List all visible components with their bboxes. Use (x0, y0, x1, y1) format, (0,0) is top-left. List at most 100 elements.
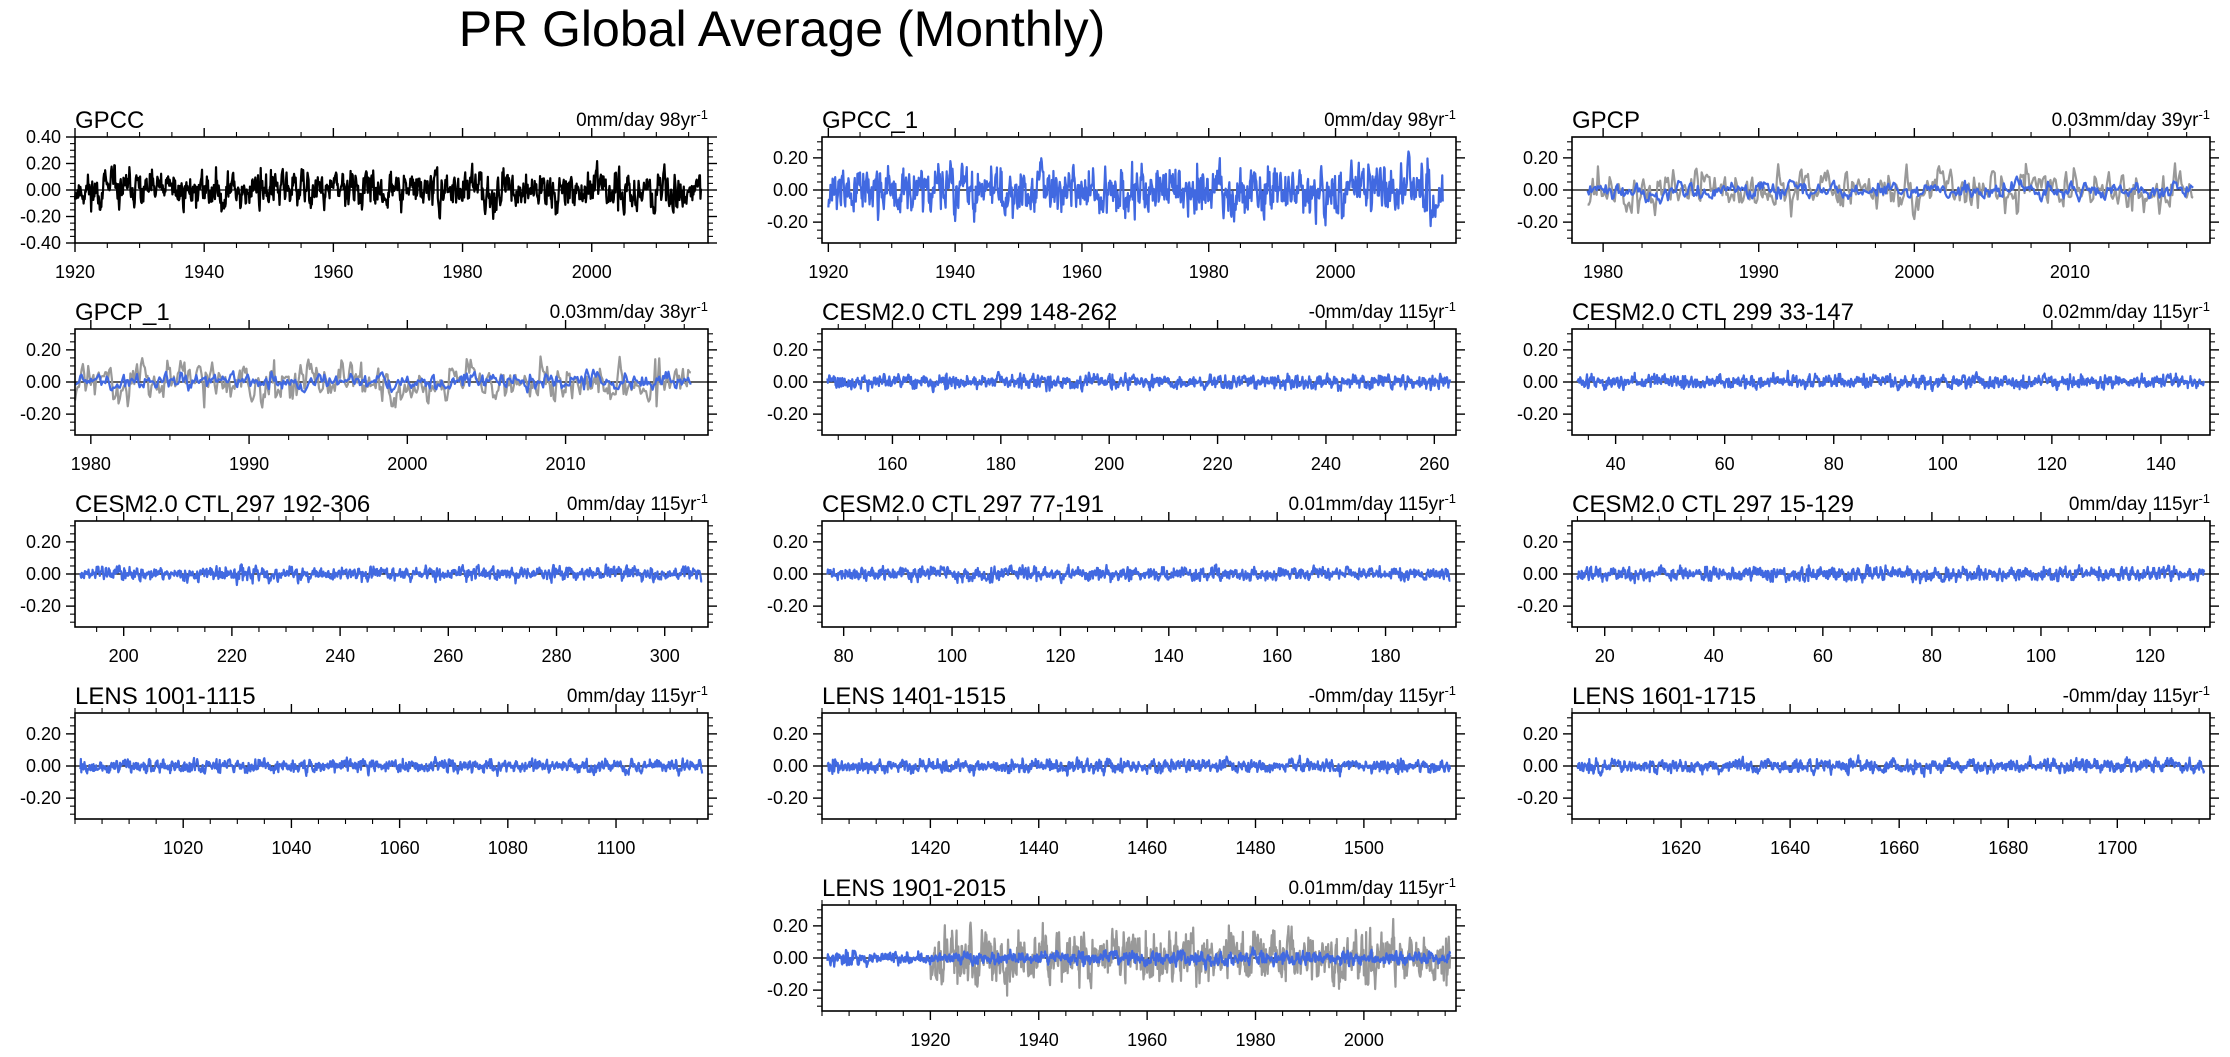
panel-5: CESM2.0 CTL 299 33-147 0.02mm/day 115yr-1… (1517, 299, 2219, 474)
series-line-gpcc-1 (827, 150, 1444, 228)
y-tick-label: -0.20 (767, 596, 808, 616)
panels: GPCC 0mm/day 98yr-1 1920 1940 1960 1980 2000 0.… (20, 107, 2219, 1050)
x-tick-label: 1500 (1344, 838, 1384, 858)
panel-title: CESM2.0 CTL 299 33-147 (1572, 299, 1854, 326)
y-tick-label: -0.20 (20, 788, 61, 808)
panel-trend: -0mm/day 115yr-1 (1309, 299, 1456, 323)
x-tick-label: 1990 (1739, 262, 1779, 282)
x-tick-label: 200 (1094, 454, 1124, 474)
series-line-obs (929, 917, 1452, 997)
x-tick-label: 1940 (1019, 1030, 1059, 1050)
series-line-ctl-299-33-147 (1576, 369, 2205, 393)
y-tick-label: 0.20 (26, 154, 61, 174)
x-tick-label: 1040 (271, 838, 311, 858)
y-tick-label: -0.20 (20, 404, 61, 424)
series-line-lens-1001-1115 (79, 755, 704, 778)
panel-7: CESM2.0 CTL 297 77-191 0.01mm/day 115yr-1… (767, 491, 1465, 666)
panel-trend: 0mm/day 115yr-1 (567, 491, 708, 515)
y-tick-label: 0.20 (1523, 148, 1558, 168)
x-tick-label: 1460 (1127, 838, 1167, 858)
series-line-ctl-297-15-129 (1576, 563, 2206, 585)
panel-3: GPCP_1 0.03mm/day 38yr-1 1980 1990 2000 2010 0… (20, 299, 717, 474)
x-tick-label: 1440 (1019, 838, 1059, 858)
y-tick-label: -0.20 (767, 404, 808, 424)
x-tick-label: 100 (1928, 454, 1958, 474)
x-tick-label: 2000 (1344, 1030, 1384, 1050)
x-tick-label: 240 (325, 646, 355, 666)
x-tick-label: 1920 (808, 262, 848, 282)
y-tick-label: 0.00 (1523, 372, 1558, 392)
y-tick-label: 0.00 (26, 564, 61, 584)
panel-title: GPCC_1 (822, 107, 918, 134)
x-tick-label: 120 (2135, 646, 2165, 666)
panel-trend: 0.01mm/day 115yr-1 (1288, 875, 1456, 899)
y-tick-label: -0.20 (767, 788, 808, 808)
x-tick-label: 1920 (910, 1030, 950, 1050)
x-tick-label: 1960 (1127, 1030, 1167, 1050)
series-line-ctl-297-77-191 (826, 563, 1451, 585)
y-tick-label: -0.20 (767, 980, 808, 1000)
panel-title: LENS 1601-1715 (1572, 683, 1756, 710)
x-tick-label: 220 (217, 646, 247, 666)
x-tick-label: 1940 (935, 262, 975, 282)
x-tick-label: 220 (1203, 454, 1233, 474)
panel-title: GPCC (75, 107, 144, 134)
panel-4: CESM2.0 CTL 299 148-262 -0mm/day 115yr-1 1… (767, 299, 1465, 474)
x-tick-label: 260 (1419, 454, 1449, 474)
x-tick-label: 300 (650, 646, 680, 666)
series-line-ctl-297-192-306 (79, 563, 703, 587)
y-tick-label: 0.40 (26, 127, 61, 147)
panel-trend: 0mm/day 115yr-1 (567, 683, 708, 707)
y-tick-label: 0.00 (1523, 564, 1558, 584)
x-tick-label: 1960 (1062, 262, 1102, 282)
y-tick-label: -0.20 (767, 212, 808, 232)
x-tick-label: 2000 (1316, 262, 1356, 282)
x-tick-label: 180 (986, 454, 1016, 474)
x-tick-label: 1640 (1770, 838, 1810, 858)
x-tick-label: 60 (1715, 454, 1735, 474)
x-tick-label: 160 (877, 454, 907, 474)
series-line-lens-1901-2015 (826, 946, 1452, 971)
series-line-gpcc (73, 160, 703, 220)
panel-0: GPCC 0mm/day 98yr-1 1920 1940 1960 1980 2000 0.… (20, 107, 717, 282)
x-tick-label: 1920 (55, 262, 95, 282)
panel-title: CESM2.0 CTL 297 15-129 (1572, 491, 1854, 518)
x-tick-label: 40 (1606, 454, 1626, 474)
panel-title: LENS 1401-1515 (822, 683, 1006, 710)
panel-title: CESM2.0 CTL 297 192-306 (75, 491, 370, 518)
series-line-ctl-299-148-262 (826, 370, 1452, 394)
y-tick-label: 0.20 (26, 724, 61, 744)
y-tick-label: -0.20 (20, 207, 61, 227)
panel-2: GPCP 0.03mm/day 39yr-1 1980 1990 2000 2010 0.2… (1517, 107, 2219, 282)
y-tick-label: 0.00 (773, 948, 808, 968)
panel-8: CESM2.0 CTL 297 15-129 0mm/day 115yr-1 20 4… (1517, 491, 2219, 666)
y-tick-label: 0.00 (26, 756, 61, 776)
panel-title: GPCP (1572, 107, 1640, 134)
x-tick-label: 80 (834, 646, 854, 666)
series-line-lens-1401-1515 (826, 754, 1452, 778)
panel-trend: 0.03mm/day 38yr-1 (550, 299, 708, 323)
x-tick-label: 1680 (1988, 838, 2028, 858)
x-tick-label: 140 (1154, 646, 1184, 666)
y-tick-label: -0.20 (1517, 596, 1558, 616)
y-tick-label: 0.00 (26, 372, 61, 392)
panel-9: LENS 1001-1115 0mm/day 115yr-1 1020 1040 106… (20, 683, 717, 858)
panel-title: LENS 1001-1115 (75, 683, 256, 710)
y-tick-label: 0.20 (1523, 724, 1558, 744)
x-tick-label: 80 (1824, 454, 1844, 474)
y-tick-label: -0.20 (20, 596, 61, 616)
y-tick-label: -0.20 (1517, 788, 1558, 808)
y-tick-label: 0.20 (773, 148, 808, 168)
x-tick-label: 1980 (443, 262, 483, 282)
x-tick-label: 1620 (1661, 838, 1701, 858)
x-tick-label: 1020 (163, 838, 203, 858)
x-tick-label: 20 (1595, 646, 1615, 666)
x-tick-label: 120 (1045, 646, 1075, 666)
y-tick-label: 0.20 (1523, 532, 1558, 552)
x-tick-label: 1980 (1235, 1030, 1275, 1050)
y-tick-label: 0.20 (1523, 340, 1558, 360)
x-tick-label: 1990 (229, 454, 269, 474)
series-line-obs (1587, 162, 2194, 221)
x-tick-label: 180 (1371, 646, 1401, 666)
